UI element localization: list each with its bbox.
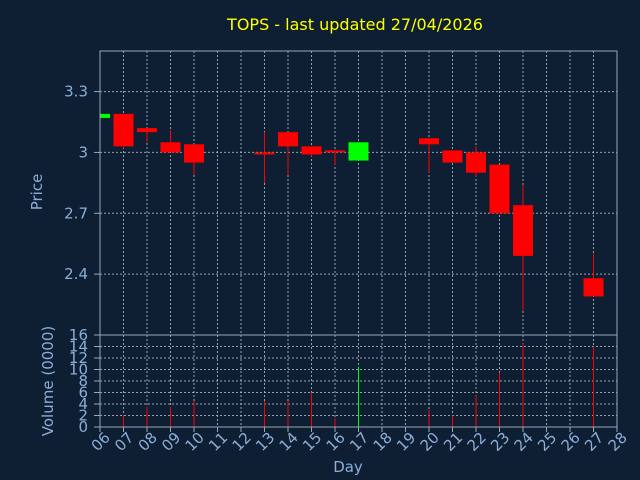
day-tick-label: 13	[252, 429, 278, 455]
candle-body	[160, 142, 181, 153]
day-axis-ticks: 0607080910111213141516171819202122232425…	[88, 427, 631, 455]
chart-title: TOPS - last updated 27/04/2026	[226, 15, 483, 34]
day-tick-label: 14	[276, 429, 302, 455]
day-tick-label: 22	[464, 429, 490, 455]
day-tick-label: 19	[393, 429, 419, 455]
candle-body	[278, 132, 298, 147]
day-tick-label: 09	[158, 429, 184, 455]
volume-axis-label: Volume (0000)	[39, 326, 57, 436]
day-axis-label: Day	[333, 458, 363, 476]
day-tick-label: 08	[135, 429, 161, 455]
candle-body	[513, 205, 533, 256]
candle-body	[419, 138, 439, 145]
day-tick-label: 23	[487, 429, 513, 455]
volume-tick-label: 0	[78, 418, 88, 436]
candle-body	[583, 278, 604, 297]
volume-bars	[123, 343, 594, 427]
day-tick-label: 15	[299, 429, 325, 455]
candle-body	[325, 150, 345, 153]
day-tick-label: 18	[370, 429, 396, 455]
day-tick-label: 20	[417, 429, 443, 455]
day-tick-label: 27	[581, 429, 607, 455]
candle-body	[489, 164, 510, 214]
candle-body	[184, 144, 204, 163]
day-tick-label: 28	[605, 429, 631, 455]
day-tick-label: 21	[440, 429, 466, 455]
volume-tick-label: 6	[78, 384, 88, 402]
day-tick-label: 26	[558, 429, 584, 455]
candle-body	[100, 113, 110, 118]
candle-body	[301, 146, 322, 155]
volume-tick-label: 10	[69, 361, 88, 379]
price-tick-label: 3	[78, 143, 88, 161]
candle-body	[254, 152, 275, 155]
price-tick-label: 2.7	[64, 204, 88, 222]
day-tick-label: 17	[346, 429, 372, 455]
volume-tick-label: 2	[78, 407, 88, 425]
day-tick-label: 11	[205, 429, 231, 455]
candle-body	[348, 142, 369, 161]
day-tick-label: 06	[88, 429, 114, 455]
day-tick-label: 16	[323, 429, 349, 455]
volume-tick-label: 8	[78, 372, 88, 390]
volume-tick-label: 16	[69, 326, 88, 344]
day-tick-label: 07	[111, 429, 137, 455]
price-tick-label: 3.3	[64, 83, 88, 101]
candle-body	[137, 128, 157, 133]
price-axis-ticks: 2.4 2.7 3 3.3	[64, 83, 100, 283]
volume-tick-label: 14	[69, 338, 88, 356]
candle-body	[442, 150, 463, 163]
price-axis-label: Price	[28, 174, 46, 211]
volume-tick-label: 4	[78, 395, 88, 413]
volume-tick-label: 12	[69, 349, 88, 367]
price-grid	[100, 51, 617, 335]
day-tick-label: 24	[511, 429, 537, 455]
candle-bodies	[100, 113, 604, 297]
price-tick-label: 2.4	[64, 265, 88, 283]
day-tick-label: 25	[534, 429, 560, 455]
candle-body	[466, 152, 486, 173]
day-tick-label: 12	[229, 429, 255, 455]
candle-body	[113, 113, 134, 147]
day-tick-label: 10	[182, 429, 208, 455]
